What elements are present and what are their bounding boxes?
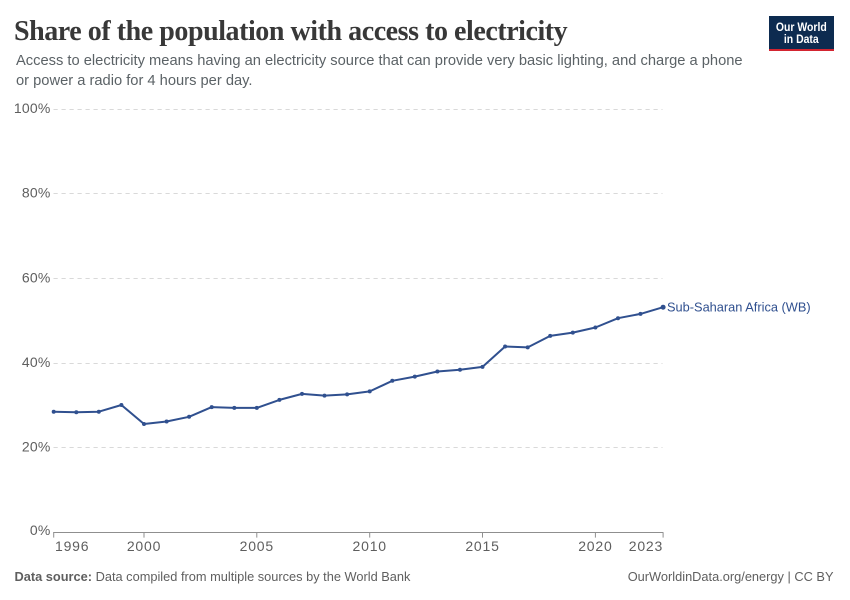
svg-text:Sub-Saharan Africa (WB): Sub-Saharan Africa (WB) (667, 299, 811, 314)
svg-text:2010: 2010 (353, 538, 387, 554)
svg-text:2023: 2023 (629, 538, 663, 554)
svg-text:80%: 80% (22, 185, 51, 201)
svg-text:100%: 100% (14, 100, 51, 116)
svg-text:1996: 1996 (55, 538, 89, 554)
svg-text:20%: 20% (22, 439, 51, 455)
svg-text:2015: 2015 (465, 538, 499, 554)
svg-text:2005: 2005 (240, 538, 274, 554)
svg-text:2020: 2020 (578, 538, 612, 554)
svg-text:40%: 40% (22, 354, 51, 370)
svg-text:0%: 0% (30, 522, 51, 538)
svg-text:60%: 60% (22, 269, 51, 285)
svg-text:2000: 2000 (127, 538, 161, 554)
